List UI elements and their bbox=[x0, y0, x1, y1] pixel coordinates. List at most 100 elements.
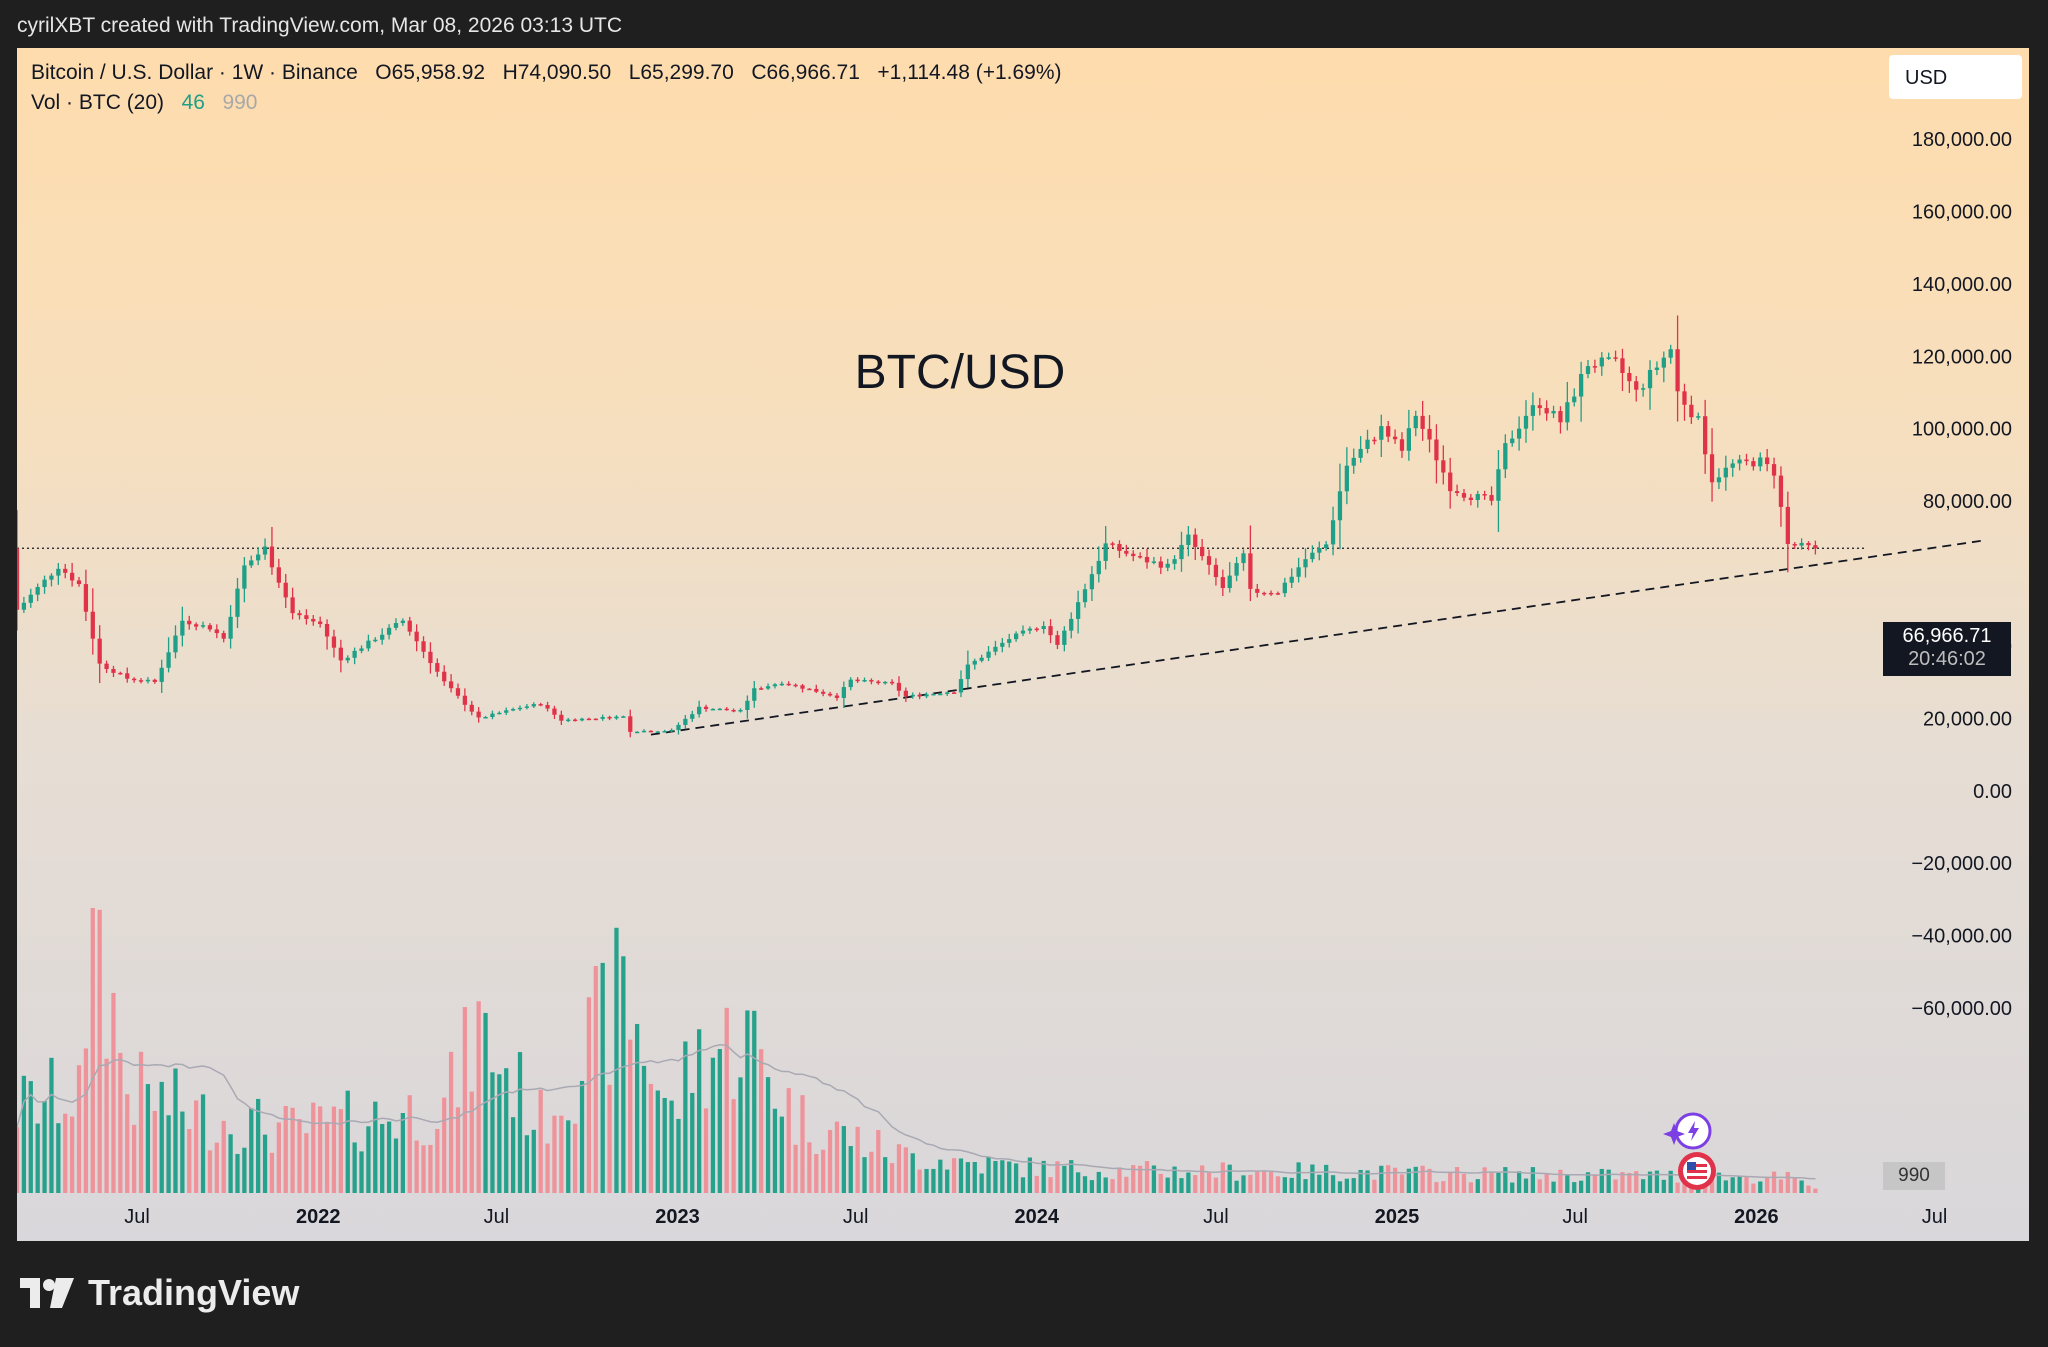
candle bbox=[1007, 633, 1012, 648]
candle bbox=[1082, 583, 1088, 608]
candle bbox=[1537, 397, 1542, 416]
volume-bar bbox=[1585, 1172, 1591, 1193]
candle bbox=[1344, 447, 1349, 505]
candle bbox=[869, 678, 874, 685]
candle bbox=[111, 665, 116, 678]
volume-bar bbox=[207, 1150, 213, 1193]
candle bbox=[469, 700, 474, 716]
currency-selector[interactable]: USD bbox=[1889, 55, 2022, 99]
candle bbox=[1461, 489, 1467, 502]
x-tick-label: Jul bbox=[484, 1206, 510, 1228]
candle bbox=[821, 689, 826, 697]
candle bbox=[1496, 450, 1501, 532]
volume-ma-line bbox=[17, 1044, 1816, 1180]
candle bbox=[607, 715, 612, 721]
volume-bar bbox=[1317, 1174, 1322, 1193]
candle bbox=[1572, 388, 1577, 407]
candle bbox=[1510, 430, 1515, 447]
candle bbox=[1241, 549, 1246, 571]
candle bbox=[1765, 448, 1770, 472]
volume-bar bbox=[531, 1129, 536, 1193]
candle bbox=[1330, 506, 1336, 556]
candle bbox=[83, 569, 89, 622]
volume-bar bbox=[97, 909, 102, 1193]
candle bbox=[1599, 352, 1604, 376]
volume-bar bbox=[1255, 1171, 1260, 1193]
ai-assist-icon[interactable] bbox=[1663, 1112, 1712, 1150]
volume-bar bbox=[400, 1113, 405, 1193]
candle bbox=[1317, 541, 1322, 561]
candle bbox=[297, 610, 302, 620]
y-tick-label: −20,000.00 bbox=[1911, 853, 2012, 875]
candle bbox=[876, 680, 881, 685]
volume-bar bbox=[42, 1100, 47, 1193]
volume-bar bbox=[421, 1145, 426, 1193]
candle bbox=[76, 576, 82, 587]
symbol-label[interactable]: Bitcoin / U.S. Dollar · 1W · Binance bbox=[31, 61, 358, 84]
volume-bar bbox=[1386, 1165, 1391, 1193]
candle bbox=[1813, 540, 1818, 555]
volume-bar bbox=[752, 1010, 757, 1193]
candle bbox=[738, 708, 743, 713]
volume-bar bbox=[1392, 1167, 1398, 1193]
volume-bar bbox=[1144, 1161, 1150, 1193]
volume-bar bbox=[1206, 1172, 1212, 1193]
candle bbox=[1627, 366, 1632, 393]
candle bbox=[1227, 562, 1232, 593]
candle bbox=[1806, 541, 1811, 551]
volume-bar bbox=[83, 1048, 89, 1193]
price-chart[interactable]: BTC/USD 180,000.00 160,000.00 140,000.00 12… bbox=[17, 48, 2029, 1241]
volume-bar bbox=[1220, 1162, 1225, 1193]
candle bbox=[1172, 555, 1177, 570]
candle bbox=[648, 730, 654, 733]
candle bbox=[1489, 486, 1494, 506]
candle bbox=[993, 640, 998, 656]
volume-label[interactable]: Vol · BTC (20) bbox=[31, 91, 165, 114]
candle bbox=[200, 621, 206, 629]
chart-panel[interactable]: BTC/USD 180,000.00 160,000.00 140,000.00 12… bbox=[17, 48, 2029, 1241]
bar-countdown: 20:46:02 bbox=[1908, 648, 1986, 670]
candle bbox=[276, 558, 281, 588]
volume-bar bbox=[979, 1173, 984, 1193]
candle bbox=[965, 650, 971, 688]
us-flag-icon[interactable] bbox=[1678, 1152, 1716, 1190]
volume-bar bbox=[28, 1081, 33, 1193]
volume-bar bbox=[628, 1039, 633, 1193]
x-tick-label: 2022 bbox=[296, 1206, 341, 1228]
volume-bar bbox=[249, 1108, 254, 1193]
candle bbox=[1413, 410, 1418, 437]
candle bbox=[1744, 453, 1749, 466]
candle bbox=[304, 609, 309, 625]
volume-bar bbox=[690, 1092, 695, 1193]
candle bbox=[386, 624, 392, 640]
volume-bar bbox=[132, 1124, 137, 1193]
candle bbox=[1516, 416, 1522, 451]
candle bbox=[917, 692, 922, 700]
volume-bar bbox=[1572, 1182, 1577, 1193]
volume-bar bbox=[1799, 1180, 1804, 1193]
candle bbox=[187, 615, 192, 630]
candle bbox=[373, 637, 378, 643]
volume-bar bbox=[1468, 1182, 1474, 1193]
y-tick-label: 140,000.00 bbox=[1912, 274, 2012, 296]
candle bbox=[1592, 359, 1598, 373]
candle bbox=[56, 563, 61, 585]
volume-bar bbox=[90, 908, 95, 1193]
volume-bar bbox=[331, 1106, 337, 1193]
volume-bar bbox=[1262, 1171, 1267, 1193]
candle bbox=[572, 718, 578, 722]
footer-brand[interactable]: TradingView bbox=[20, 1272, 299, 1314]
candle bbox=[1737, 454, 1742, 471]
volume-bar bbox=[1427, 1168, 1432, 1193]
volume-bar bbox=[1544, 1173, 1549, 1193]
candle bbox=[559, 710, 564, 726]
candle bbox=[1771, 457, 1777, 489]
volume-bar bbox=[166, 1115, 171, 1193]
candle bbox=[194, 622, 199, 631]
volume-bar bbox=[1248, 1174, 1253, 1193]
volume-bar bbox=[1516, 1171, 1522, 1193]
volume-bar bbox=[1013, 1163, 1019, 1193]
y-tick-label: 180,000.00 bbox=[1912, 129, 2012, 151]
candle bbox=[63, 563, 68, 579]
candle bbox=[180, 606, 185, 647]
